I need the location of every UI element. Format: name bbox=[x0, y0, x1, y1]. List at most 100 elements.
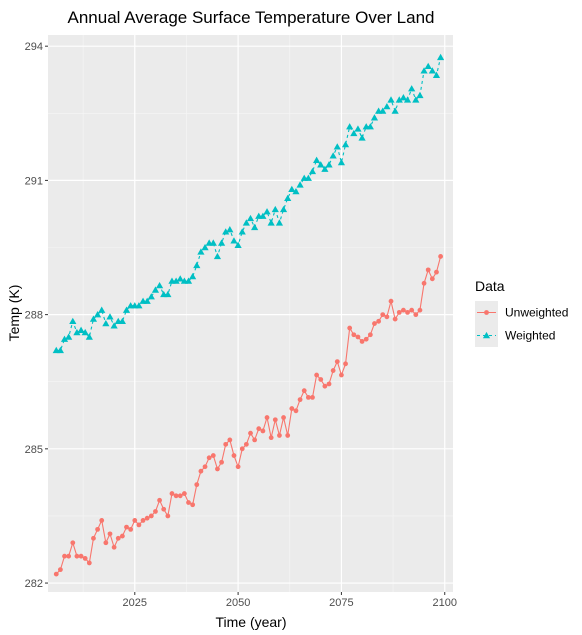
minor-gridlines bbox=[48, 35, 453, 592]
data-point-unweighted bbox=[310, 394, 315, 400]
data-point-weighted bbox=[313, 156, 321, 163]
data-point-unweighted bbox=[66, 553, 72, 559]
data-point-weighted bbox=[164, 290, 172, 298]
data-point-unweighted bbox=[388, 298, 394, 304]
x-tick-label: 2075 bbox=[329, 597, 353, 609]
data-point-unweighted bbox=[198, 468, 204, 474]
data-point-unweighted bbox=[78, 553, 84, 559]
data-point-weighted bbox=[333, 143, 341, 150]
data-point-unweighted bbox=[165, 513, 171, 519]
data-point-weighted bbox=[317, 161, 325, 168]
data-point-weighted bbox=[408, 85, 416, 92]
data-point-unweighted bbox=[82, 556, 88, 561]
data-point-weighted bbox=[346, 123, 354, 130]
data-point-unweighted bbox=[70, 540, 76, 546]
data-point-unweighted bbox=[148, 513, 154, 519]
data-point-unweighted bbox=[322, 383, 328, 389]
data-point-weighted bbox=[209, 239, 217, 246]
data-point-weighted bbox=[304, 174, 312, 181]
y-tick-label: 282 bbox=[25, 578, 43, 590]
data-point-unweighted bbox=[186, 500, 191, 505]
data-point-unweighted bbox=[293, 408, 299, 414]
data-point-unweighted bbox=[285, 433, 291, 438]
data-point-unweighted bbox=[140, 518, 146, 523]
data-point-weighted bbox=[73, 328, 81, 336]
y-tick-label: 294 bbox=[25, 41, 43, 53]
data-point-unweighted bbox=[223, 441, 229, 447]
data-point-unweighted bbox=[376, 318, 382, 324]
y-axis-ticks: 282 285 288 291 294 bbox=[25, 41, 48, 590]
major-gridlines bbox=[48, 35, 453, 592]
data-point-weighted bbox=[102, 319, 110, 327]
legend-key-marker bbox=[484, 310, 489, 315]
data-point-weighted bbox=[366, 123, 374, 130]
data-point-weighted bbox=[437, 53, 445, 61]
x-tick-label: 2050 bbox=[226, 597, 250, 609]
data-point-weighted bbox=[428, 67, 436, 74]
data-point-weighted bbox=[354, 125, 362, 132]
data-point-unweighted bbox=[268, 435, 274, 441]
data-point-weighted bbox=[292, 187, 300, 195]
data-point-weighted bbox=[65, 333, 73, 340]
data-point-unweighted bbox=[132, 518, 138, 523]
data-point-weighted bbox=[197, 248, 205, 255]
data-point-unweighted bbox=[421, 280, 427, 286]
data-point-weighted bbox=[213, 252, 222, 260]
data-point-unweighted bbox=[413, 312, 419, 318]
data-point-unweighted bbox=[169, 491, 175, 496]
data-point-weighted bbox=[412, 96, 420, 103]
data-point-unweighted bbox=[380, 312, 386, 318]
legend-title: Data bbox=[475, 278, 505, 294]
data-point-weighted bbox=[135, 302, 143, 309]
data-point-unweighted bbox=[194, 482, 200, 488]
data-point-weighted bbox=[56, 346, 64, 354]
data-point-weighted bbox=[184, 277, 193, 284]
data-point-unweighted bbox=[359, 339, 365, 344]
data-point-unweighted bbox=[289, 406, 295, 411]
data-point-unweighted bbox=[103, 540, 109, 546]
data-point-weighted bbox=[395, 96, 403, 103]
data-point-weighted bbox=[325, 161, 333, 168]
data-point-unweighted bbox=[99, 518, 105, 523]
data-point-weighted bbox=[288, 185, 296, 193]
legend-label-unweighted: Unweighted bbox=[505, 306, 568, 320]
data-point-unweighted bbox=[339, 372, 344, 378]
x-tick-label: 2025 bbox=[123, 597, 147, 609]
data-point-unweighted bbox=[301, 388, 307, 394]
data-point-unweighted bbox=[144, 515, 150, 521]
data-point-unweighted bbox=[367, 332, 373, 338]
legend-item-unweighted: Unweighted bbox=[475, 301, 568, 324]
series-unweighted bbox=[53, 254, 444, 577]
data-point-unweighted bbox=[417, 307, 423, 313]
plot-panel bbox=[48, 35, 453, 592]
data-point-weighted bbox=[217, 239, 226, 246]
data-point-weighted bbox=[85, 333, 93, 340]
data-point-weighted bbox=[251, 223, 259, 231]
legend-key-marker bbox=[482, 331, 491, 339]
data-point-unweighted bbox=[272, 417, 278, 423]
data-point-unweighted bbox=[277, 433, 282, 438]
data-point-unweighted bbox=[305, 394, 311, 400]
data-point-weighted bbox=[155, 281, 164, 289]
data-point-unweighted bbox=[363, 336, 369, 342]
data-point-unweighted bbox=[95, 526, 100, 532]
data-point-unweighted bbox=[161, 506, 167, 512]
data-point-weighted bbox=[403, 96, 412, 103]
data-point-unweighted bbox=[281, 415, 286, 420]
data-point-unweighted bbox=[157, 497, 162, 503]
data-point-weighted bbox=[172, 277, 180, 284]
chart-title: Annual Average Surface Temperature Over … bbox=[68, 8, 435, 27]
data-point-weighted bbox=[81, 328, 89, 336]
data-point-weighted bbox=[399, 94, 408, 101]
data-point-unweighted bbox=[260, 428, 266, 434]
data-point-unweighted bbox=[86, 560, 92, 566]
data-point-weighted bbox=[176, 275, 184, 282]
data-point-unweighted bbox=[210, 453, 216, 458]
data-point-unweighted bbox=[128, 526, 134, 532]
data-point-unweighted bbox=[438, 254, 444, 259]
data-point-weighted bbox=[242, 219, 250, 226]
data-point-weighted bbox=[387, 96, 395, 103]
data-point-weighted bbox=[350, 129, 358, 137]
data-point-weighted bbox=[416, 91, 424, 99]
data-point-unweighted bbox=[107, 531, 113, 537]
